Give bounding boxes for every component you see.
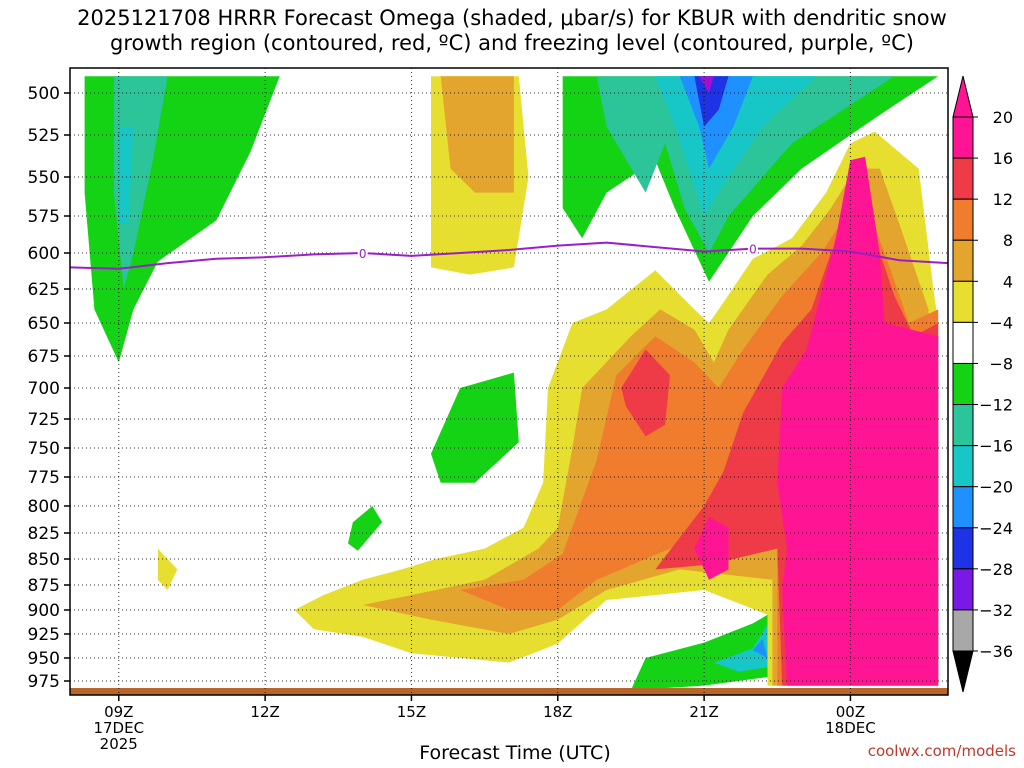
y-tick-label: 675 — [28, 347, 60, 367]
freezing-level-label: 0 — [749, 243, 757, 257]
region-ascent-low-blue — [752, 638, 768, 658]
region-ascent-low — [630, 614, 773, 691]
y-tick-label: 650 — [28, 314, 60, 334]
colorbar-segment — [952, 404, 974, 447]
chart-title: 2025121708 HRRR Forecast Omega (shaded, … — [0, 6, 1024, 56]
y-tick-label: 925 — [28, 625, 60, 645]
y-tick-label: 525 — [28, 126, 60, 146]
x-tick-date: 18DEC — [825, 719, 876, 737]
freezing-label-bg — [747, 241, 758, 255]
chart-title-line2: growth region (contoured, red, ºC) and f… — [110, 31, 914, 55]
x-tick-label: 18Z — [543, 703, 572, 721]
colorbar-label: −16 — [979, 437, 1013, 456]
colorbar-label: 8 — [1003, 231, 1013, 250]
colorbar-segment — [952, 362, 974, 406]
y-tick-label: 775 — [28, 468, 60, 488]
colorbar-label: −20 — [979, 478, 1013, 497]
x-tick-year: 2025 — [100, 735, 138, 753]
y-tick-label: 700 — [28, 379, 60, 399]
colorbar-segment — [952, 527, 974, 570]
ground-strip — [70, 688, 948, 695]
y-tick-label: 800 — [28, 497, 60, 517]
y-tick-label: 600 — [28, 244, 60, 264]
colorbar-bottom-arrow — [952, 650, 974, 693]
y-tick-label: 550 — [28, 168, 60, 188]
x-tick-label: 09Z — [104, 703, 133, 721]
x-tick-label: 12Z — [250, 703, 279, 721]
colorbar-label: −32 — [979, 601, 1013, 620]
y-tick-label: 500 — [28, 84, 60, 104]
x-axis-label: Forecast Time (UTC) — [419, 742, 611, 764]
y-tick-label: 725 — [28, 410, 60, 430]
omega-shading — [70, 68, 948, 695]
chart-title-line1: 2025121708 HRRR Forecast Omega (shaded, … — [77, 6, 947, 30]
y-tick-label: 575 — [28, 207, 60, 227]
grid-lines — [70, 68, 948, 695]
plot-frame — [69, 67, 949, 696]
region-ascent-upper-center-purple — [699, 76, 714, 93]
region-ascent-upper-center-navy — [694, 76, 729, 127]
y-tick-label: 950 — [28, 649, 60, 669]
colorbar-segment — [952, 116, 974, 159]
colorbar-segment — [952, 198, 974, 241]
credit-text: coolwx.com/models — [867, 742, 1016, 760]
colorbar-segment — [952, 445, 974, 488]
colorbar-label: −24 — [979, 519, 1013, 538]
y-tick-label: 900 — [28, 601, 60, 621]
colorbar-label: 20 — [993, 108, 1013, 127]
colorbar-label: 12 — [993, 190, 1013, 209]
freezing-label-bg — [357, 246, 368, 259]
region-sinking-main-red — [621, 349, 670, 437]
region-ascent-mid — [431, 372, 519, 483]
x-tick-label: 15Z — [397, 703, 426, 721]
x-tick-label: 21Z — [689, 703, 718, 721]
y-tick-label: 825 — [28, 524, 60, 544]
colorbar-segment — [952, 568, 974, 611]
colorbar-label: −4 — [989, 313, 1013, 332]
region-ascent-upper-left-peak — [118, 126, 134, 224]
colorbar-label: 4 — [1003, 272, 1013, 291]
x-tick-date: 17DEC — [93, 719, 144, 737]
colorbar-segment — [952, 609, 974, 652]
y-tick-label: 975 — [28, 672, 60, 692]
colorbar-label: −8 — [989, 354, 1013, 373]
region-sinking-upper-core — [440, 76, 514, 193]
region-sinking-main-magenta — [777, 156, 939, 686]
colorbar-segment — [952, 321, 974, 364]
freezing-level-label: 0 — [359, 247, 367, 261]
freezing-level-line — [69, 241, 949, 270]
colorbar-segment — [952, 486, 974, 529]
colorbar-segment — [952, 280, 974, 323]
colorbar: 20 16 12 8 4 −4 −8 −12 −16 −20 −24 −28 −32 −36 — [952, 75, 1013, 693]
colorbar-label: −36 — [979, 642, 1013, 661]
colorbar-segment — [952, 239, 974, 282]
colorbar-label: 16 — [993, 149, 1013, 168]
y-tick-label: 625 — [28, 280, 60, 300]
region-ascent-low-cyan — [713, 624, 768, 672]
colorbar-segment — [952, 157, 974, 200]
x-tick-label: 00Z — [836, 703, 865, 721]
region-ascent-upper-center-blue — [679, 76, 753, 169]
colorbar-label: −12 — [979, 396, 1013, 415]
region-ascent-upper-center-core — [596, 76, 895, 253]
axes: 500 525 550 575 600 625 650 675 700 725 750 775 800 8… — [28, 67, 949, 753]
colorbar-label: −28 — [979, 560, 1013, 579]
region-ascent-small — [348, 506, 383, 551]
y-tick-label: 850 — [28, 550, 60, 570]
colorbar-top-arrow — [952, 75, 974, 118]
y-tick-label: 750 — [28, 439, 60, 459]
y-tick-label: 875 — [28, 576, 60, 596]
